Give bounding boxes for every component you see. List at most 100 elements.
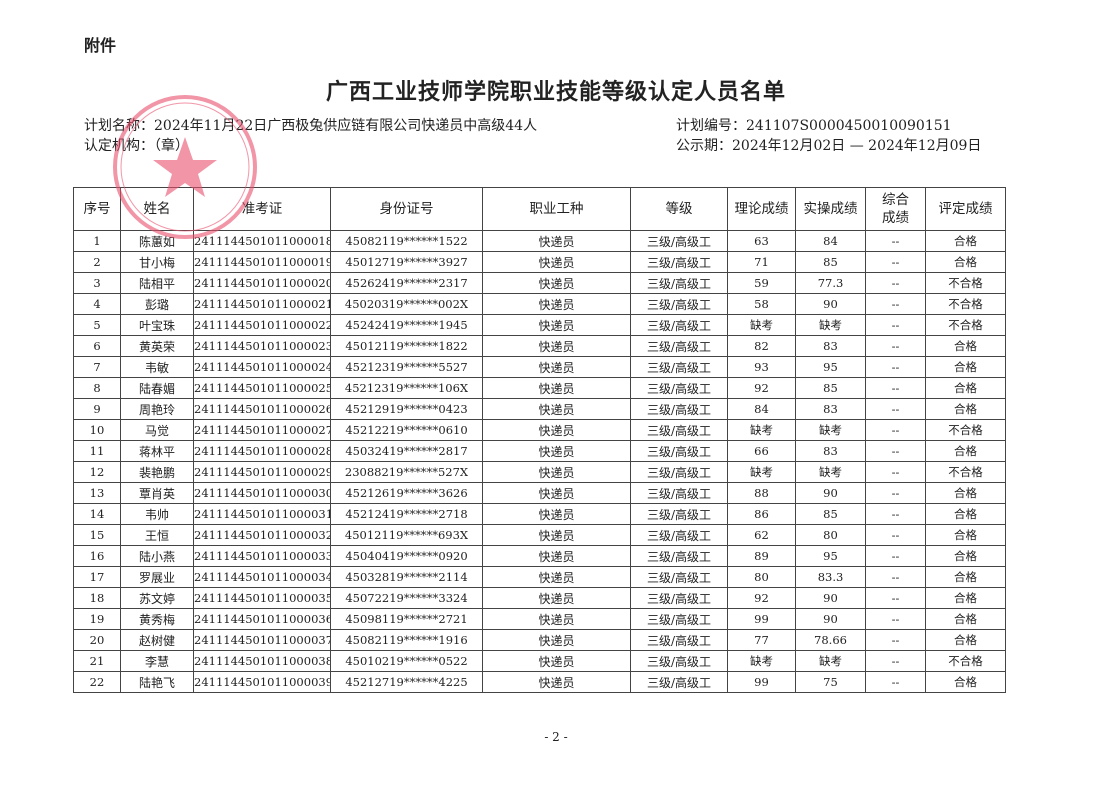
cell-overall-score: -- — [865, 461, 926, 483]
cell-overall-score: -- — [865, 251, 926, 273]
table-row: 14 韦帅 2411144501011000031 45212419******271… — [73, 503, 1006, 525]
cell-occupation: 快递员 — [482, 419, 631, 441]
cell-practical-score: 95 — [795, 356, 866, 378]
cell-name: 赵树健 — [120, 629, 194, 651]
publicity-period: 公示期：2024年12月02日 — 2024年12月09日 — [676, 138, 982, 154]
cell-id-number: 45012119******1822 — [330, 335, 483, 357]
cell-practical-score: 84 — [795, 230, 866, 252]
cell-overall-score: -- — [865, 545, 926, 567]
cell-level: 三级/高级工 — [630, 566, 728, 588]
cell-id-number: 45262419******2317 — [330, 272, 483, 294]
column-header: 序号 — [73, 187, 121, 231]
cell-practical-score: 缺考 — [795, 314, 866, 336]
cell-seq: 17 — [73, 566, 121, 588]
cell-overall-score: -- — [865, 503, 926, 525]
cell-practical-score: 83 — [795, 335, 866, 357]
cell-seq: 4 — [73, 293, 121, 315]
cell-overall-score: -- — [865, 482, 926, 504]
cell-theory-score: 缺考 — [727, 419, 796, 441]
cell-id-number: 45082119******1916 — [330, 629, 483, 651]
cell-result: 不合格 — [925, 293, 1006, 315]
cell-exam-id: 2411144501011000030 — [193, 482, 331, 504]
table-row: 13 覃肖英 2411144501011000030 45212619******36… — [73, 482, 1006, 504]
cell-result: 合格 — [925, 566, 1006, 588]
cell-overall-score: -- — [865, 356, 926, 378]
cell-theory-score: 84 — [727, 398, 796, 420]
cell-occupation: 快递员 — [482, 272, 631, 294]
table-row: 18 苏文婷 2411144501011000035 45072219******33… — [73, 587, 1006, 609]
cell-name: 陆小燕 — [120, 545, 194, 567]
cell-seq: 15 — [73, 524, 121, 546]
cell-exam-id: 2411144501011000027 — [193, 419, 331, 441]
cell-id-number: 45072219******3324 — [330, 587, 483, 609]
cell-theory-score: 82 — [727, 335, 796, 357]
cell-id-number: 45032419******2817 — [330, 440, 483, 462]
cell-exam-id: 2411144501011000021 — [193, 293, 331, 315]
cell-occupation: 快递员 — [482, 440, 631, 462]
cell-result: 不合格 — [925, 650, 1006, 672]
cell-name: 罗展业 — [120, 566, 194, 588]
cell-seq: 9 — [73, 398, 121, 420]
cell-seq: 18 — [73, 587, 121, 609]
table-row: 8 陆春媚 2411144501011000025 45212319******106… — [73, 377, 1006, 399]
cell-exam-id: 2411144501011000035 — [193, 587, 331, 609]
cell-theory-score: 93 — [727, 356, 796, 378]
cell-result: 不合格 — [925, 461, 1006, 483]
cell-id-number: 45242419******1945 — [330, 314, 483, 336]
cell-occupation: 快递员 — [482, 377, 631, 399]
column-header: 准考证 — [193, 187, 331, 231]
personnel-table: 序号 姓名 准考证 身份证号 职业工种 等级 理论成绩 实操成绩 综合成绩 评定成绩 1 陈蕙如 24… — [73, 187, 1006, 693]
column-header: 综合成绩 — [865, 187, 926, 231]
column-header: 实操成绩 — [795, 187, 866, 231]
cell-occupation: 快递员 — [482, 356, 631, 378]
cell-seq: 5 — [73, 314, 121, 336]
cell-theory-score: 92 — [727, 587, 796, 609]
cell-theory-score: 缺考 — [727, 461, 796, 483]
cell-name: 彭璐 — [120, 293, 194, 315]
cell-id-number: 45040419******0920 — [330, 545, 483, 567]
certifying-org: 认定机构：（章） — [84, 138, 189, 154]
cell-id-number: 45082119******1522 — [330, 230, 483, 252]
cell-name: 王恒 — [120, 524, 194, 546]
cell-result: 合格 — [925, 503, 1006, 525]
table-header-row: 序号 姓名 准考证 身份证号 职业工种 等级 理论成绩 实操成绩 综合成绩 评定成绩 — [73, 187, 1006, 231]
table-row: 17 罗展业 2411144501011000034 45032819******21… — [73, 566, 1006, 588]
column-header: 职业工种 — [482, 187, 631, 231]
cell-practical-score: 77.3 — [795, 272, 866, 294]
cell-result: 不合格 — [925, 314, 1006, 336]
cell-name: 李慧 — [120, 650, 194, 672]
cell-exam-id: 2411144501011000034 — [193, 566, 331, 588]
cell-exam-id: 2411144501011000025 — [193, 377, 331, 399]
cell-occupation: 快递员 — [482, 545, 631, 567]
cell-theory-score: 99 — [727, 608, 796, 630]
cell-exam-id: 2411144501011000026 — [193, 398, 331, 420]
cell-occupation: 快递员 — [482, 230, 631, 252]
cell-level: 三级/高级工 — [630, 440, 728, 462]
cell-seq: 11 — [73, 440, 121, 462]
cell-name: 陆艳飞 — [120, 671, 194, 693]
cell-level: 三级/高级工 — [630, 272, 728, 294]
cell-name: 甘小梅 — [120, 251, 194, 273]
cell-id-number: 45012719******3927 — [330, 251, 483, 273]
cell-practical-score: 90 — [795, 587, 866, 609]
cell-occupation: 快递员 — [482, 482, 631, 504]
cell-result: 合格 — [925, 251, 1006, 273]
cell-theory-score: 99 — [727, 671, 796, 693]
cell-seq: 6 — [73, 335, 121, 357]
cell-overall-score: -- — [865, 671, 926, 693]
cell-seq: 1 — [73, 230, 121, 252]
cell-overall-score: -- — [865, 419, 926, 441]
cell-theory-score: 86 — [727, 503, 796, 525]
cell-theory-score: 71 — [727, 251, 796, 273]
cell-level: 三级/高级工 — [630, 377, 728, 399]
cell-result: 合格 — [925, 608, 1006, 630]
cell-name: 陈蕙如 — [120, 230, 194, 252]
cell-level: 三级/高级工 — [630, 503, 728, 525]
cell-result: 合格 — [925, 230, 1006, 252]
column-header: 理论成绩 — [727, 187, 796, 231]
table-row: 1 陈蕙如 2411144501011000018 45082119******152… — [73, 230, 1006, 252]
cell-occupation: 快递员 — [482, 314, 631, 336]
cell-occupation: 快递员 — [482, 587, 631, 609]
cell-exam-id: 2411144501011000029 — [193, 461, 331, 483]
cell-name: 韦帅 — [120, 503, 194, 525]
